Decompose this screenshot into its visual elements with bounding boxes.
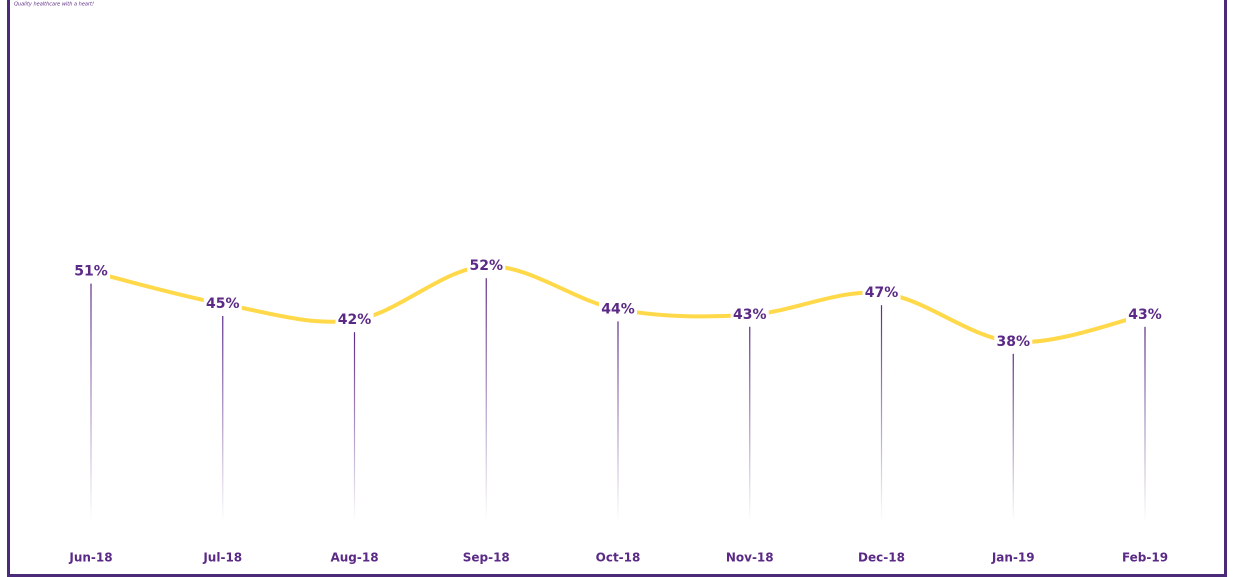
drop-line [90,283,92,522]
x-tick-label: Sep-18 [463,551,510,565]
value-label: 52% [469,258,503,274]
drop-line [1012,353,1014,522]
value-label: 51% [74,264,108,280]
drop-line [749,326,751,522]
label-bg [730,305,769,324]
label-bg [599,300,637,319]
x-tick-label: Feb-19 [1122,551,1168,565]
drop-line [1144,326,1146,522]
x-tick-label: Jun-18 [68,551,112,565]
frame [7,0,1227,577]
drop-line [353,332,356,522]
x-tick-label: Nov-18 [726,551,774,565]
x-tick-label: Oct-18 [596,551,641,565]
value-label: 47% [865,285,899,301]
label-bg [335,311,374,330]
x-tick-label: Aug-18 [330,551,378,565]
label-bg [72,262,110,281]
label-bg [862,284,901,303]
label-bg [1126,305,1164,324]
drop-line [222,316,224,522]
drop-line [485,278,487,522]
value-label: 43% [733,307,767,323]
x-tick-label: Jan-19 [991,551,1035,565]
value-label: 44% [601,301,635,317]
label-bg [994,332,1033,351]
label-bg [467,257,506,276]
x-tick-label: Dec-18 [858,551,905,565]
tagline: Quality healthcare with a heart! [14,2,94,8]
value-label: 45% [206,296,240,312]
drop-line [880,305,883,522]
x-tick-label: Jul-18 [202,551,242,565]
value-label: 42% [338,312,372,328]
label-bg [203,295,242,313]
value-label: 43% [1128,307,1162,323]
drop-line [617,321,619,522]
value-label: 38% [996,334,1030,350]
